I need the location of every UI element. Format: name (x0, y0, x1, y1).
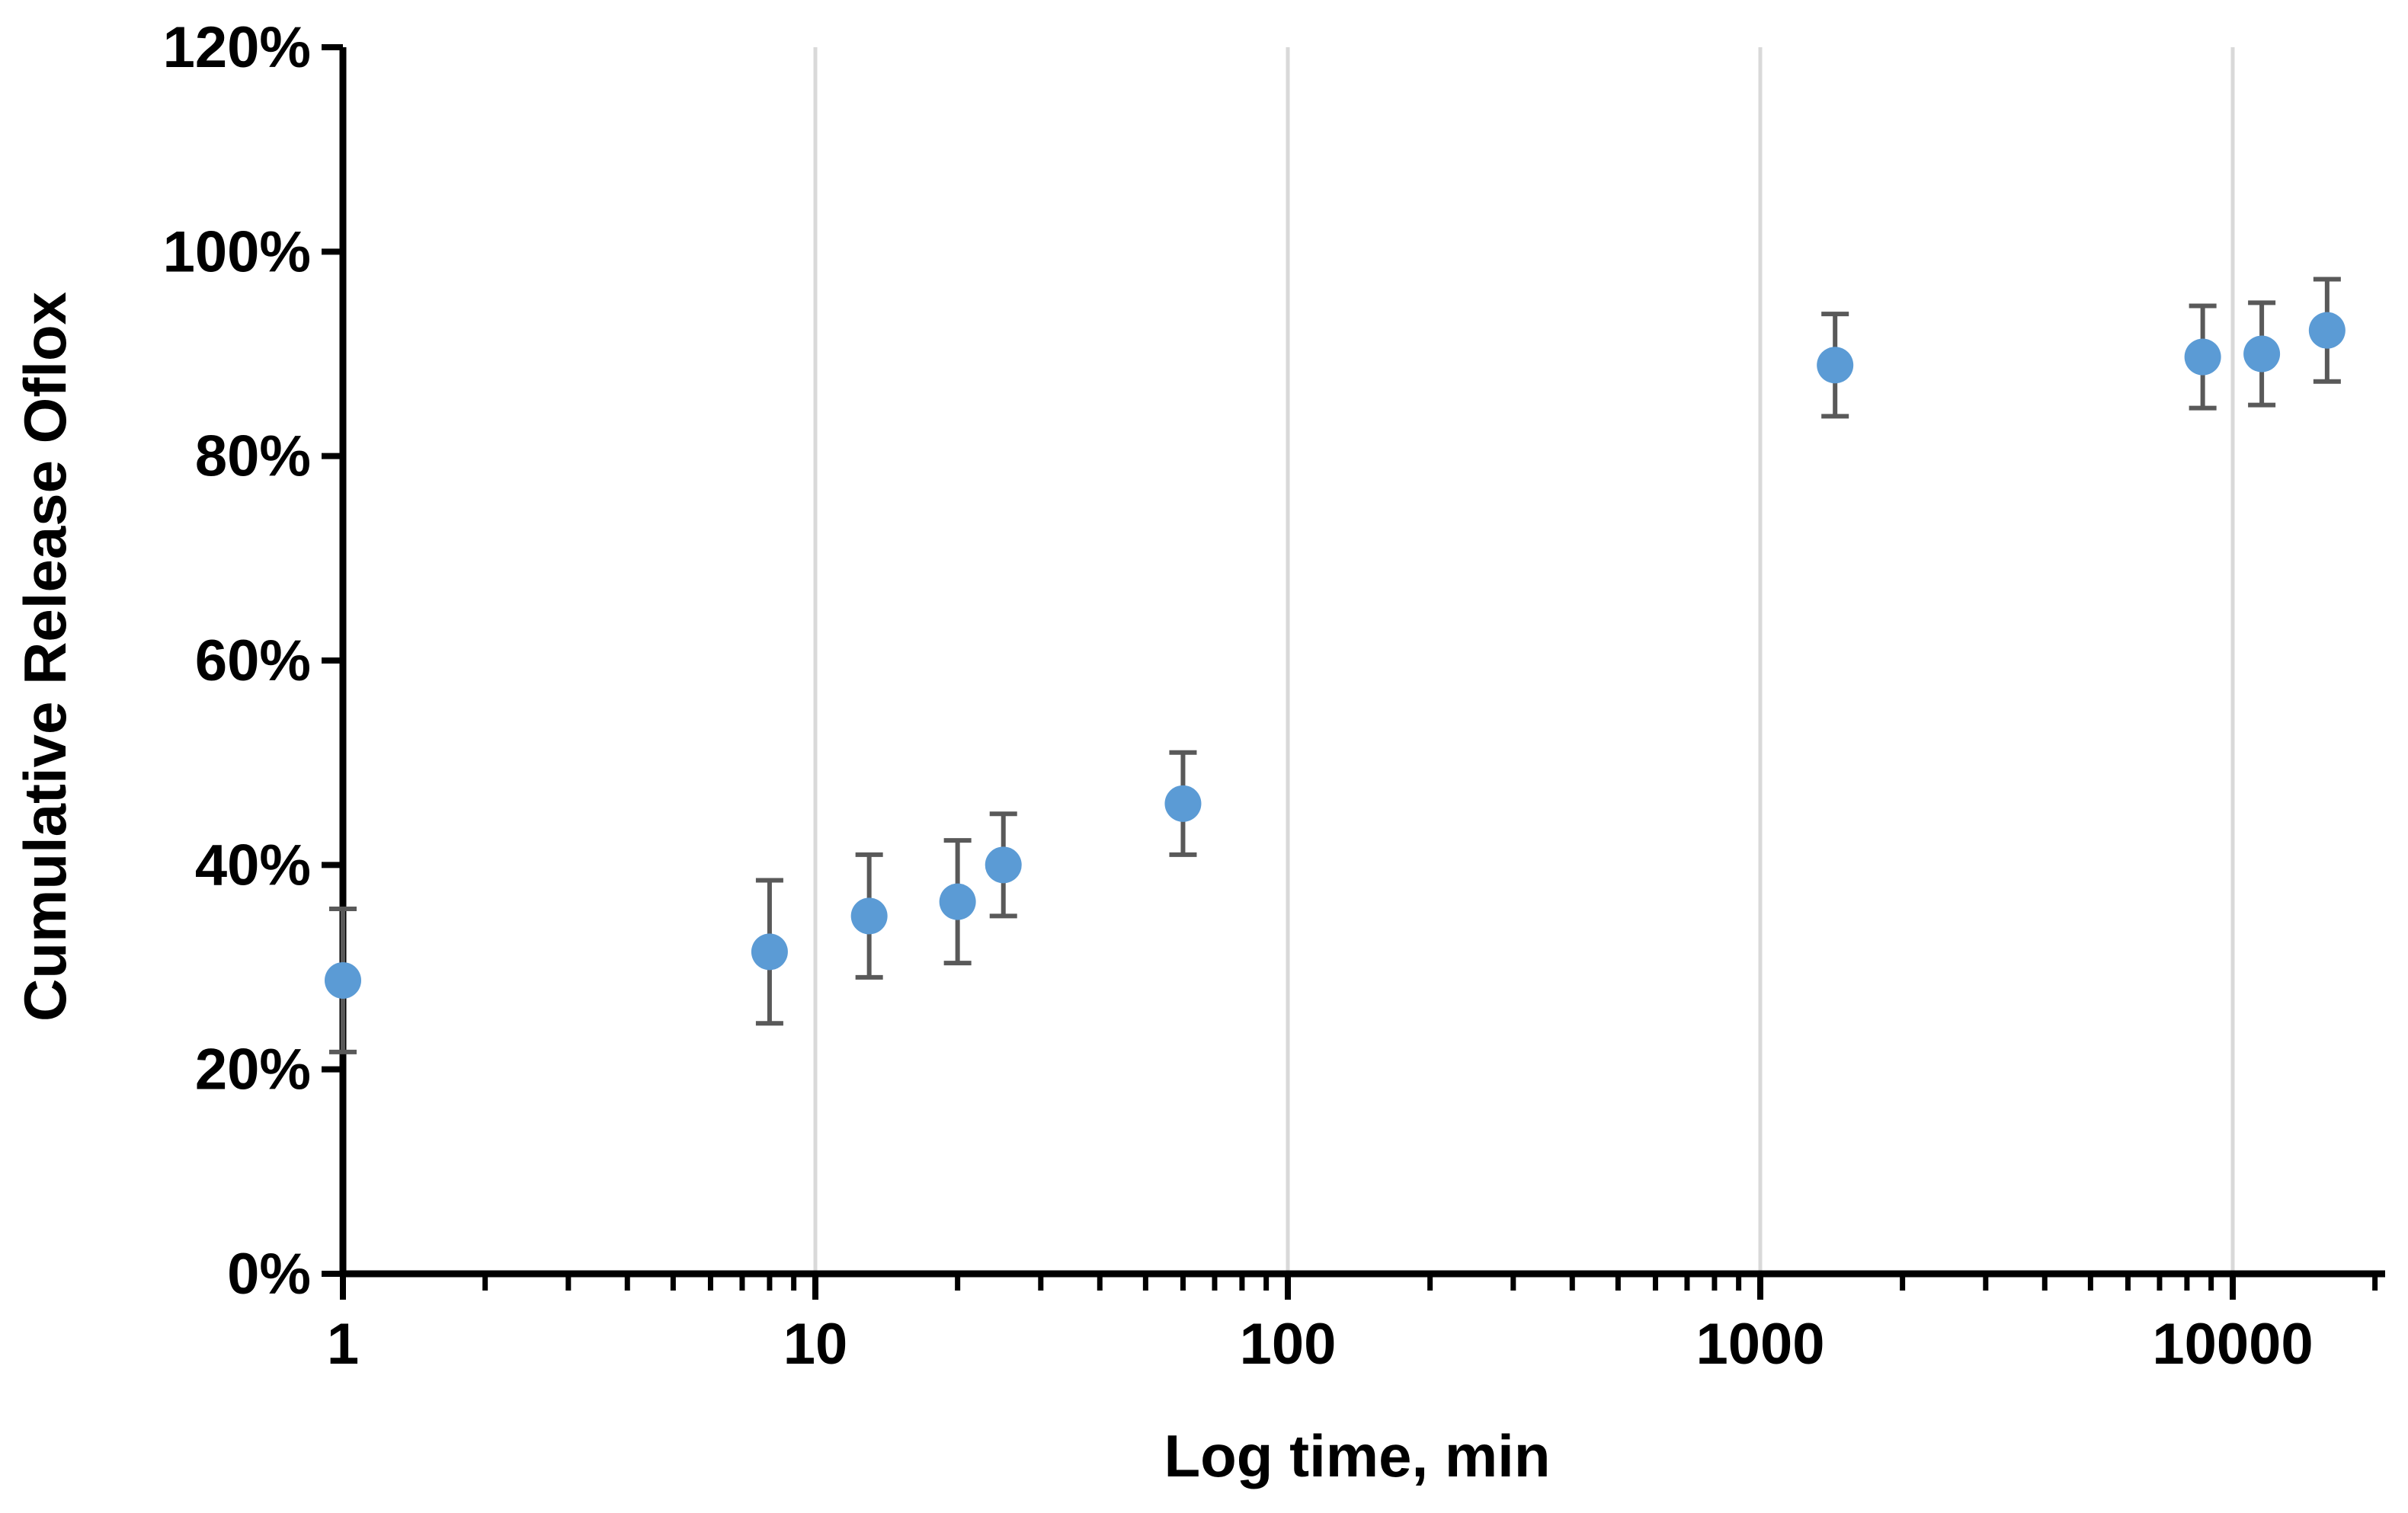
x-tick-label: 100 (1240, 1312, 1337, 1377)
data-point (2184, 338, 2221, 376)
data-point (1817, 347, 1854, 384)
y-tick-label: 100% (163, 219, 311, 284)
y-axis-title: Cumulative Release Oflox (11, 292, 78, 1022)
error-bars (329, 277, 2341, 1054)
data-point (2308, 312, 2346, 349)
y-tick-label: 20% (195, 1038, 311, 1102)
x-tick-label: 10000 (2152, 1312, 2313, 1377)
data-point (939, 883, 976, 920)
x-tick-label: 1000 (1696, 1312, 1824, 1377)
data-point (751, 933, 788, 971)
x-tick-label: 1 (327, 1312, 359, 1377)
data-points (325, 312, 2346, 999)
data-point (2243, 335, 2281, 373)
data-point (1164, 785, 1202, 822)
y-tick-label: 60% (195, 629, 311, 693)
x-axis-title: Log time, min (1164, 1422, 1551, 1489)
data-point (325, 961, 361, 999)
data-point (850, 897, 888, 935)
data-point (985, 846, 1022, 884)
y-tick-label: 40% (195, 833, 311, 897)
y-tick-label: 0% (227, 1242, 311, 1307)
axes (339, 47, 2385, 1278)
x-tick-label: 10 (783, 1312, 848, 1377)
x-axis-ticks: 1 10 100 1000 10000 (327, 1274, 2378, 1377)
y-tick-label: 80% (195, 424, 311, 489)
y-axis-ticks: 0% 20% 40% 60% 80% 100% 120% (163, 15, 343, 1307)
gridlines (813, 47, 2235, 1274)
y-tick-label: 120% (163, 15, 311, 80)
